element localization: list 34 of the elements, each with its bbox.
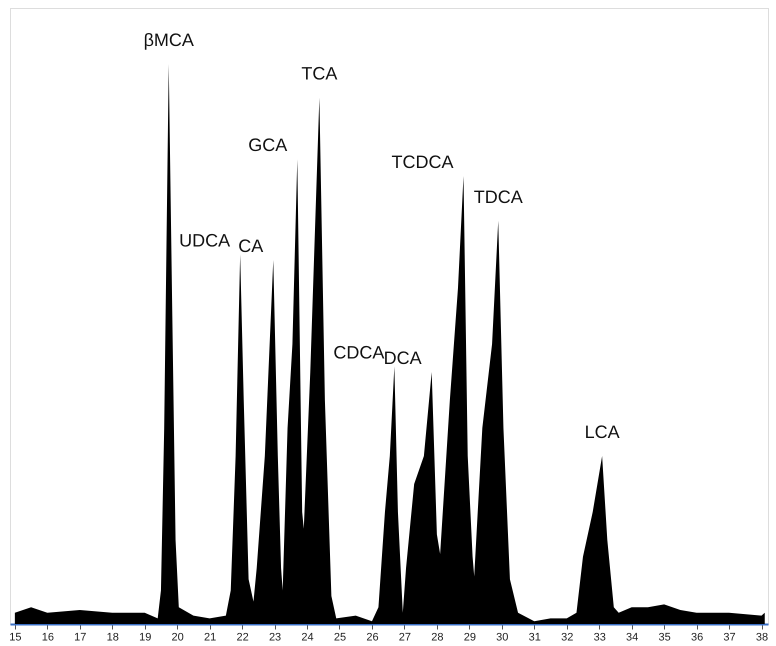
x-tick-label: 19 bbox=[139, 632, 152, 644]
x-tick-label: 29 bbox=[464, 632, 476, 644]
x-tick-label: 22 bbox=[236, 632, 249, 644]
x-tick-label: 17 bbox=[74, 632, 86, 644]
annotation: TDCA bbox=[474, 186, 523, 207]
annotation: UDCA bbox=[179, 230, 230, 250]
x-tick-label: 30 bbox=[496, 632, 508, 644]
x-tick-label: 26 bbox=[366, 632, 379, 644]
x-tick-label: 24 bbox=[301, 632, 314, 644]
x-tick-label: 20 bbox=[172, 632, 184, 644]
x-tick-label: 28 bbox=[431, 632, 444, 644]
annotation: TCA bbox=[301, 64, 338, 84]
x-tick-label: 23 bbox=[268, 632, 282, 644]
x-tick-label: 16 bbox=[42, 632, 54, 644]
x-tick-label: 18 bbox=[106, 632, 119, 644]
x-tick-label: 38 bbox=[756, 632, 768, 644]
x-tick-label: 21 bbox=[204, 632, 216, 644]
annotation: CA bbox=[238, 236, 264, 256]
annotation: CDCA bbox=[333, 342, 384, 362]
x-tick-label: 34 bbox=[626, 632, 638, 644]
annotation: TCDCA bbox=[392, 152, 454, 172]
x-tick-label: 27 bbox=[398, 632, 412, 644]
x-tick-label: 32 bbox=[561, 632, 574, 644]
x-tick-label: 31 bbox=[528, 632, 541, 644]
x-tick-label: 25 bbox=[334, 632, 346, 644]
x-tick-label: 35 bbox=[658, 632, 671, 644]
annotation: LCA bbox=[584, 422, 620, 442]
x-tick-label: 15 bbox=[9, 632, 22, 644]
annotation: GCA bbox=[248, 135, 288, 156]
x-tick-label: 36 bbox=[690, 632, 704, 644]
x-tick-label: 33 bbox=[594, 632, 606, 644]
annotation: DCA bbox=[384, 348, 422, 368]
x-tick-label: 37 bbox=[723, 632, 736, 644]
annotation: βMCA bbox=[144, 30, 194, 50]
